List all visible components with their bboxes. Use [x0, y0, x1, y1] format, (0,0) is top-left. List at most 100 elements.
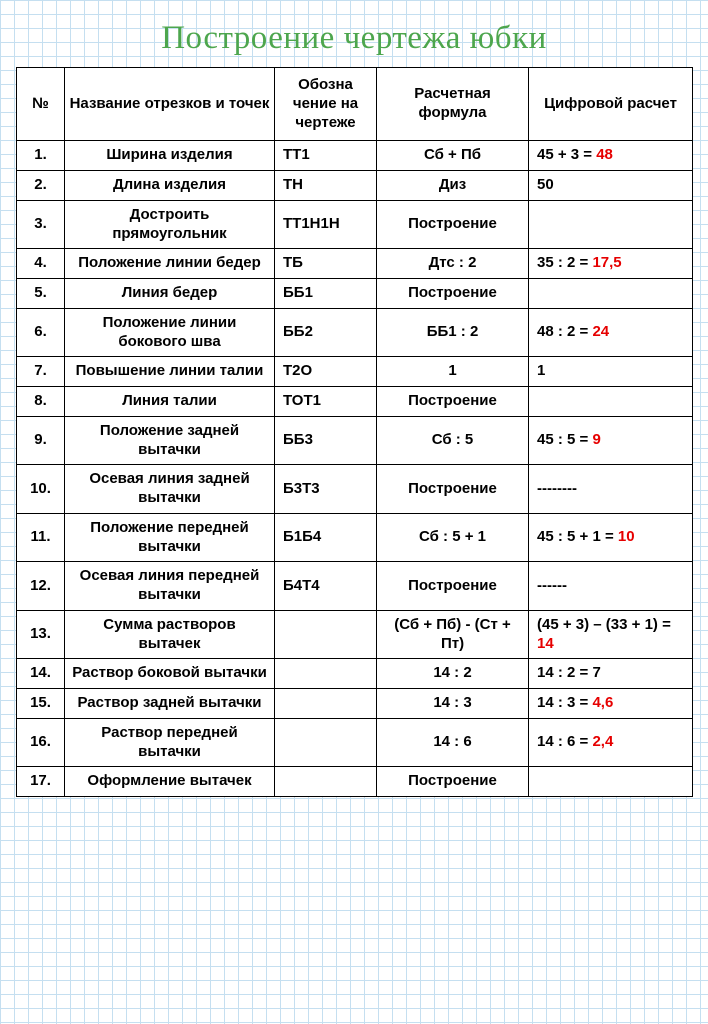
calc-prefix: 14 : 2 = 7 — [537, 664, 601, 681]
cell-calc: (45 + 3) – (33 + 1) = 14 — [529, 610, 693, 659]
cell-name: Раствор боковой вытачки — [65, 659, 275, 689]
table-row: 3.Достроить прямоугольникТТ1Н1НПостроени… — [17, 200, 693, 249]
cell-formula: Построение — [377, 200, 529, 249]
cell-notation: ТТ1Н1Н — [275, 200, 377, 249]
table-row: 8.Линия талииТОТ1Построение — [17, 387, 693, 417]
cell-name: Повышение линии талии — [65, 357, 275, 387]
calc-result: 10 — [618, 528, 635, 545]
cell-calc: 48 : 2 = 24 — [529, 308, 693, 357]
cell-num: 1. — [17, 141, 65, 171]
calc-prefix: (45 + 3) – (33 + 1) = — [537, 616, 671, 633]
cell-calc: ------ — [529, 562, 693, 611]
cell-name: Линия талии — [65, 387, 275, 417]
header-formula: Расчетная формула — [377, 68, 529, 141]
cell-num: 5. — [17, 279, 65, 309]
page-container: Построение чертежа юбки № Название отрез… — [16, 20, 692, 797]
table-row: 15.Раствор задней вытачки 14 : 314 : 3 = … — [17, 689, 693, 719]
header-row: № Название отрезков и точек Обозна чение… — [17, 68, 693, 141]
page-title: Построение чертежа юбки — [16, 20, 692, 57]
cell-name: Линия бедер — [65, 279, 275, 309]
cell-name: Оформление вытачек — [65, 767, 275, 797]
cell-num: 12. — [17, 562, 65, 611]
cell-name: Осевая линия задней вытачки — [65, 465, 275, 514]
cell-notation: Б4Т4 — [275, 562, 377, 611]
cell-num: 11. — [17, 513, 65, 562]
cell-num: 4. — [17, 249, 65, 279]
cell-num: 2. — [17, 171, 65, 201]
cell-calc: 1 — [529, 357, 693, 387]
cell-calc — [529, 200, 693, 249]
cell-notation: ББ1 — [275, 279, 377, 309]
cell-num: 17. — [17, 767, 65, 797]
table-row: 5.Линия бедерББ1Построение — [17, 279, 693, 309]
cell-num: 9. — [17, 416, 65, 465]
skirt-drafting-table: № Название отрезков и точек Обозна чение… — [16, 67, 693, 797]
table-row: 16.Раствор передней вытачки14 : 614 : 6 … — [17, 718, 693, 767]
cell-formula: Сб : 5 + 1 — [377, 513, 529, 562]
cell-num: 7. — [17, 357, 65, 387]
calc-prefix: 14 : 6 = — [537, 733, 592, 750]
cell-notation: ББ3 — [275, 416, 377, 465]
table-row: 1.Ширина изделияТТ1Сб + Пб45 + 3 = 48 — [17, 141, 693, 171]
cell-notation: ТБ — [275, 249, 377, 279]
calc-result: 48 — [596, 146, 613, 163]
calc-result: 2,4 — [592, 733, 613, 750]
cell-notation — [275, 767, 377, 797]
calc-result: 17,5 — [592, 254, 621, 271]
cell-formula: Построение — [377, 767, 529, 797]
cell-calc: 14 : 3 = 4,6 — [529, 689, 693, 719]
cell-num: 3. — [17, 200, 65, 249]
cell-name: Положение передней вытачки — [65, 513, 275, 562]
cell-name: Раствор задней вытачки — [65, 689, 275, 719]
calc-prefix: 45 : 5 + 1 = — [537, 528, 618, 545]
cell-calc: 14 : 2 = 7 — [529, 659, 693, 689]
cell-calc: 35 : 2 = 17,5 — [529, 249, 693, 279]
cell-name: Раствор передней вытачки — [65, 718, 275, 767]
cell-formula: 14 : 3 — [377, 689, 529, 719]
table-row: 6.Положение линии бокового шваББ2ББ1 : 2… — [17, 308, 693, 357]
cell-num: 6. — [17, 308, 65, 357]
cell-name: Положение линии бокового шва — [65, 308, 275, 357]
cell-notation — [275, 610, 377, 659]
cell-formula: ББ1 : 2 — [377, 308, 529, 357]
calc-prefix: 35 : 2 = — [537, 254, 592, 271]
cell-calc: 50 — [529, 171, 693, 201]
cell-num: 8. — [17, 387, 65, 417]
header-calc: Цифровой расчет — [529, 68, 693, 141]
cell-formula: Сб + Пб — [377, 141, 529, 171]
cell-calc — [529, 387, 693, 417]
cell-notation: Б1Б4 — [275, 513, 377, 562]
header-notation: Обозна чение на чертеже — [275, 68, 377, 141]
cell-formula: Построение — [377, 387, 529, 417]
calc-prefix: 45 + 3 = — [537, 146, 596, 163]
cell-formula: Построение — [377, 562, 529, 611]
cell-num: 13. — [17, 610, 65, 659]
table-row: 12.Осевая линия передней вытачкиБ4Т4Пост… — [17, 562, 693, 611]
header-num: № — [17, 68, 65, 141]
cell-notation: ТОТ1 — [275, 387, 377, 417]
table-row: 17.Оформление вытачек Построение — [17, 767, 693, 797]
calc-prefix: ------ — [537, 577, 567, 594]
table-row: 4.Положение линии бедерТБДтс : 235 : 2 =… — [17, 249, 693, 279]
cell-formula: 14 : 2 — [377, 659, 529, 689]
cell-name: Ширина изделия — [65, 141, 275, 171]
calc-result: 4,6 — [592, 694, 613, 711]
cell-notation: Б3Т3 — [275, 465, 377, 514]
table-row: 13.Сумма растворов вытачек(Сб + Пб) - (С… — [17, 610, 693, 659]
header-name: Название отрезков и точек — [65, 68, 275, 141]
cell-num: 15. — [17, 689, 65, 719]
cell-formula: Сб : 5 — [377, 416, 529, 465]
cell-calc — [529, 767, 693, 797]
table-row: 11.Положение передней вытачкиБ1Б4Сб : 5 … — [17, 513, 693, 562]
cell-notation: ББ2 — [275, 308, 377, 357]
cell-num: 10. — [17, 465, 65, 514]
cell-calc: -------- — [529, 465, 693, 514]
cell-formula: (Сб + Пб) - (Ст + Пт) — [377, 610, 529, 659]
cell-notation: ТН — [275, 171, 377, 201]
cell-formula: 14 : 6 — [377, 718, 529, 767]
cell-name: Положение линии бедер — [65, 249, 275, 279]
cell-name: Положение задней вытачки — [65, 416, 275, 465]
cell-name: Осевая линия передней вытачки — [65, 562, 275, 611]
cell-formula: Построение — [377, 279, 529, 309]
table-row: 14.Раствор боковой вытачки14 : 214 : 2 =… — [17, 659, 693, 689]
